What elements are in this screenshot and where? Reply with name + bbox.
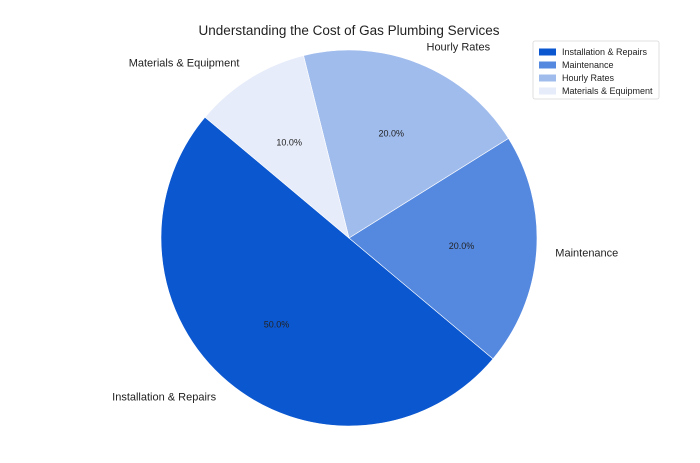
legend-label-materials-equipment: Materials & Equipment [562,86,653,96]
pct-label-maintenance: 20.0% [449,241,475,251]
legend-swatch-maintenance [539,61,556,69]
pie-slice-installation-repairs [160,116,494,427]
slice-label-installation-repairs: Installation & Repairs [112,391,216,403]
slice-label-hourly-rates: Hourly Rates [427,41,491,53]
category-labels: Installation & Repairs Maintenance Hourly … [112,41,618,403]
slice-label-materials-equipment: Materials & Equipment [129,58,240,70]
chart-title: Understanding the Cost of Gas Plumbing S… [199,23,500,38]
pie-slice-maintenance [348,137,538,360]
legend-label-maintenance: Maintenance [562,60,614,70]
pct-label-hourly-rates: 20.0% [379,128,405,138]
legend-frame [532,40,660,100]
legend-swatch-installation-repairs [539,48,556,56]
pct-label-materials-equipment: 10.0% [276,137,302,147]
legend-label-hourly-rates: Hourly Rates [562,73,615,83]
percentage-labels: 50.0% 20.0% 20.0% 10.0% [264,128,475,329]
legend: Installation & Repairs Maintenance Hourly … [532,40,660,100]
pie-slice-hourly-rates [303,49,509,239]
slice-label-maintenance: Maintenance [555,247,618,259]
legend-label-installation-repairs: Installation & Repairs [562,47,648,57]
legend-swatch-hourly-rates [539,74,556,82]
legend-swatch-materials-equipment [539,87,556,95]
pie-slices [160,49,538,427]
pie-slice-materials-equipment [204,55,350,239]
pct-label-installation-repairs: 50.0% [264,319,290,329]
